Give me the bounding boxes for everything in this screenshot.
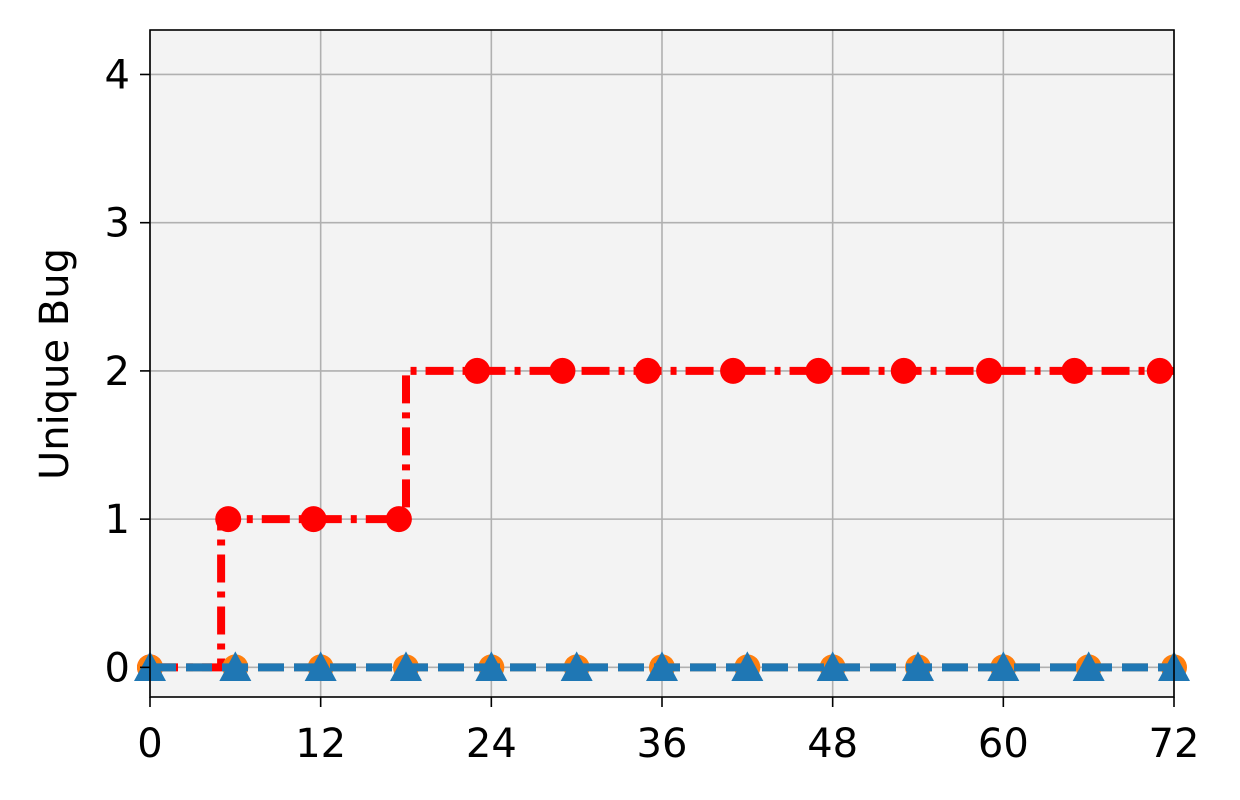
x-tick-label: 36: [637, 721, 688, 767]
data-point: [304, 651, 337, 681]
data-point: [464, 357, 491, 384]
x-tick-label: 0: [137, 721, 162, 767]
x-tick-label: 24: [466, 721, 517, 767]
data-point: [976, 357, 1003, 384]
data-point: [1146, 357, 1173, 384]
data-point: [634, 357, 661, 384]
x-tick-label: 48: [807, 721, 858, 767]
data-point: [720, 357, 747, 384]
y-tick-label: 2: [105, 349, 130, 395]
x-tick-label: 12: [295, 721, 346, 767]
x-tick-label: 60: [978, 721, 1029, 767]
data-point: [902, 651, 934, 681]
data-point: [560, 651, 593, 681]
data-point: [890, 357, 917, 384]
y-tick-label: 0: [105, 645, 130, 691]
data-point: [646, 651, 678, 681]
data-point: [475, 651, 508, 681]
data-point: [731, 651, 764, 681]
data-point: [1072, 651, 1105, 681]
data-point: [390, 651, 422, 681]
y-tick-label: 3: [105, 201, 130, 247]
data-point: [219, 651, 252, 681]
x-tick-label: 72: [1149, 721, 1200, 767]
data-point: [300, 506, 327, 533]
data-point: [1061, 357, 1088, 384]
data-point: [385, 506, 412, 533]
y-tick-label: 4: [105, 52, 130, 98]
y-tick-label: 1: [105, 497, 130, 543]
data-point: [805, 357, 832, 384]
data-point: [549, 357, 576, 384]
series-layer: [134, 357, 1190, 681]
data-point: [816, 651, 849, 681]
y-axis-label: Unique Bug: [32, 248, 78, 480]
data-point: [987, 651, 1020, 681]
data-point: [215, 506, 242, 533]
